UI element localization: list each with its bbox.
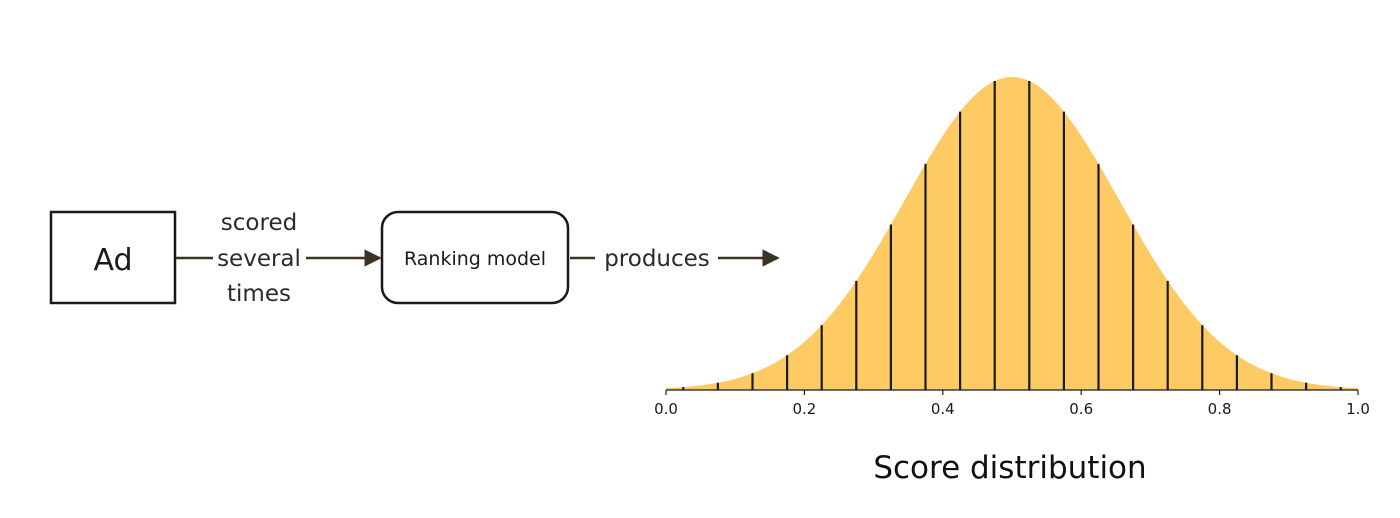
x-tick-label: 1.0 — [1346, 400, 1370, 418]
ranking-model-label: Ranking model — [404, 248, 546, 270]
x-tick-labels: 0.0 0.2 0.4 0.6 0.8 1.0 — [654, 400, 1370, 418]
several-label: several — [217, 246, 301, 272]
ranking-model-node: Ranking model — [380, 210, 570, 305]
x-tick-label: 0.6 — [1069, 400, 1093, 418]
x-tick-label: 0.2 — [792, 400, 816, 418]
score-distribution-chart: 0.0 0.2 0.4 0.6 0.8 1.0 Score distribution — [654, 77, 1370, 486]
distribution-area — [666, 77, 1358, 390]
produces-edge: produces — [570, 246, 780, 272]
ranking-model-box — [380, 210, 570, 305]
bin-lines — [682, 81, 1342, 390]
chart-caption: Score distribution — [873, 450, 1146, 486]
ad-box — [49, 210, 177, 305]
produces-label: produces — [604, 246, 710, 272]
x-tick-marks — [665, 390, 1359, 395]
x-tick-label: 0.8 — [1208, 400, 1232, 418]
scored-edge: scored several times — [176, 210, 382, 307]
ad-node: Ad — [49, 210, 177, 305]
x-tick-label: 0.4 — [931, 400, 955, 418]
times-label: times — [227, 281, 291, 307]
scored-label: scored — [221, 210, 297, 236]
x-tick-label: 0.0 — [654, 400, 678, 418]
ad-label: Ad — [93, 243, 132, 278]
